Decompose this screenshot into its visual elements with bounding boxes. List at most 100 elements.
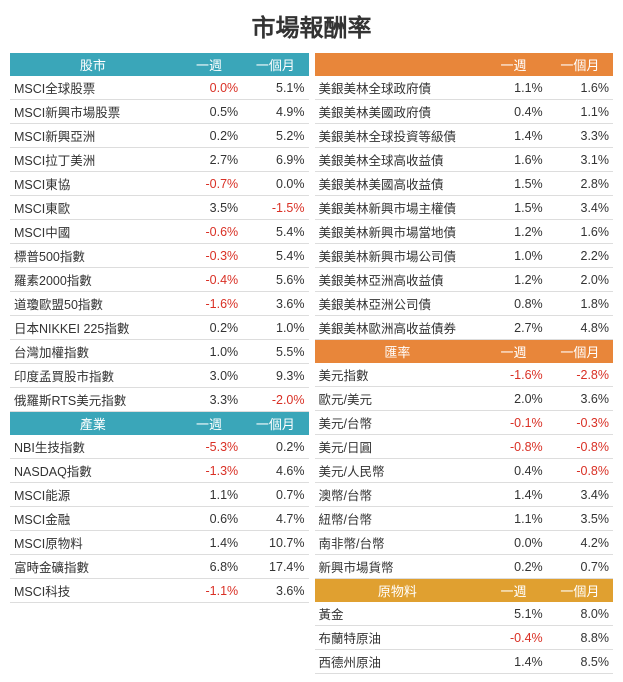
table-row: 美元/日圓 -0.8% -0.8% — [315, 435, 614, 459]
stocks-week-7: -0.3% — [176, 244, 242, 268]
fx-label-5: 澳幣/台幣 — [315, 483, 481, 507]
industry-week-1: -1.3% — [176, 459, 242, 483]
bonds-label-3: 美銀美林全球高收益債 — [315, 148, 481, 172]
table-row: 羅素2000指數 -0.4% 5.6% — [10, 268, 309, 292]
table-row: 黃金 5.1% 8.0% — [315, 602, 614, 626]
bonds-label-7: 美銀美林新興市場公司債 — [315, 244, 481, 268]
industry-week-2: 1.1% — [176, 483, 242, 507]
table-row: 印度孟買股市指數 3.0% 9.3% — [10, 364, 309, 388]
stocks-month-5: -1.5% — [242, 196, 308, 220]
industry-week-5: 6.8% — [176, 555, 242, 579]
table-row: 美銀美林歐洲高收益債券 2.7% 4.8% — [315, 316, 614, 340]
commod-label-2: 西德州原油 — [315, 650, 481, 674]
table-row: 美銀美林新興市場主權債 1.5% 3.4% — [315, 196, 614, 220]
bonds-month-6: 1.6% — [547, 220, 613, 244]
table-row: MSCI能源 1.1% 0.7% — [10, 483, 309, 507]
fx-week-6: 1.1% — [480, 507, 546, 531]
table-row: 南非幣/台幣 0.0% 4.2% — [315, 531, 614, 555]
bonds-week-0: 1.1% — [480, 76, 546, 100]
stocks-label-6: MSCI中國 — [10, 220, 176, 244]
bonds-week-2: 1.4% — [480, 124, 546, 148]
bonds-label-8: 美銀美林亞洲高收益債 — [315, 268, 481, 292]
stocks-label-0: MSCI全球股票 — [10, 76, 176, 100]
bonds-month-1: 1.1% — [547, 100, 613, 124]
commod-month-1: 8.8% — [547, 626, 613, 650]
section-header-bonds: 一週 一個月 — [315, 53, 614, 76]
bonds-week-7: 1.0% — [480, 244, 546, 268]
bonds-month-0: 1.6% — [547, 76, 613, 100]
stocks-week-9: -1.6% — [176, 292, 242, 316]
industry-month-5: 17.4% — [242, 555, 308, 579]
stocks-month-8: 5.6% — [242, 268, 308, 292]
industry-month-4: 10.7% — [242, 531, 308, 555]
bonds-month-7: 2.2% — [547, 244, 613, 268]
industry-month-0: 0.2% — [242, 435, 308, 459]
stocks-week-4: -0.7% — [176, 172, 242, 196]
table-row: 美元指數 -1.6% -2.8% — [315, 363, 614, 387]
table-row: 美銀美林全球政府債 1.1% 1.6% — [315, 76, 614, 100]
bonds-label-4: 美銀美林美國高收益債 — [315, 172, 481, 196]
table-row: MSCI新興市場股票 0.5% 4.9% — [10, 100, 309, 124]
section-name — [315, 53, 481, 76]
bonds-month-10: 4.8% — [547, 316, 613, 340]
bonds-week-9: 0.8% — [480, 292, 546, 316]
industry-label-0: NBI生技指數 — [10, 435, 176, 459]
stocks-label-3: MSCI拉丁美洲 — [10, 148, 176, 172]
table-row: MSCI全球股票 0.0% 5.1% — [10, 76, 309, 100]
commod-month-0: 8.0% — [547, 602, 613, 626]
col-week: 一週 — [480, 340, 546, 364]
bonds-label-9: 美銀美林亞洲公司債 — [315, 292, 481, 316]
stocks-month-12: 9.3% — [242, 364, 308, 388]
col-month: 一個月 — [242, 412, 308, 436]
industry-month-6: 3.6% — [242, 579, 308, 603]
bonds-week-3: 1.6% — [480, 148, 546, 172]
stocks-month-7: 5.4% — [242, 244, 308, 268]
stocks-label-10: 日本NIKKEI 225指數 — [10, 316, 176, 340]
stocks-week-13: 3.3% — [176, 388, 242, 412]
commod-week-2: 1.4% — [480, 650, 546, 674]
stocks-week-2: 0.2% — [176, 124, 242, 148]
table-row: 布蘭特原油 -0.4% 8.8% — [315, 626, 614, 650]
table-row: 美銀美林美國高收益債 1.5% 2.8% — [315, 172, 614, 196]
stocks-month-10: 1.0% — [242, 316, 308, 340]
bonds-month-8: 2.0% — [547, 268, 613, 292]
table-row: MSCI中國 -0.6% 5.4% — [10, 220, 309, 244]
bonds-week-6: 1.2% — [480, 220, 546, 244]
industry-month-2: 0.7% — [242, 483, 308, 507]
left-column: 股市 一週 一個月 MSCI全球股票 0.0% 5.1% MSCI新興市場股票 … — [10, 53, 309, 674]
col-month: 一個月 — [242, 53, 308, 76]
table-row: MSCI原物料 1.4% 10.7% — [10, 531, 309, 555]
section-name: 原物料 — [315, 579, 481, 603]
col-month: 一個月 — [547, 579, 613, 603]
bonds-label-10: 美銀美林歐洲高收益債券 — [315, 316, 481, 340]
industry-label-1: NASDAQ指數 — [10, 459, 176, 483]
table-row: 標普500指數 -0.3% 5.4% — [10, 244, 309, 268]
stocks-month-6: 5.4% — [242, 220, 308, 244]
commod-month-2: 8.5% — [547, 650, 613, 674]
table-row: NASDAQ指數 -1.3% 4.6% — [10, 459, 309, 483]
stocks-week-3: 2.7% — [176, 148, 242, 172]
stocks-label-12: 印度孟買股市指數 — [10, 364, 176, 388]
table-row: 美銀美林全球高收益債 1.6% 3.1% — [315, 148, 614, 172]
stocks-month-13: -2.0% — [242, 388, 308, 412]
tables-container: 股市 一週 一個月 MSCI全球股票 0.0% 5.1% MSCI新興市場股票 … — [10, 53, 613, 674]
stocks-label-4: MSCI東協 — [10, 172, 176, 196]
table-row: MSCI新興亞洲 0.2% 5.2% — [10, 124, 309, 148]
commod-label-1: 布蘭特原油 — [315, 626, 481, 650]
fx-month-3: -0.8% — [547, 435, 613, 459]
industry-week-0: -5.3% — [176, 435, 242, 459]
bonds-month-2: 3.3% — [547, 124, 613, 148]
fx-month-7: 4.2% — [547, 531, 613, 555]
stocks-label-5: MSCI東歐 — [10, 196, 176, 220]
page-title: 市場報酬率 — [10, 8, 613, 43]
section-name: 股市 — [10, 53, 176, 76]
fx-month-8: 0.7% — [547, 555, 613, 579]
table-row: MSCI科技 -1.1% 3.6% — [10, 579, 309, 603]
industry-label-5: 富時金礦指數 — [10, 555, 176, 579]
fx-month-5: 3.4% — [547, 483, 613, 507]
fx-week-2: -0.1% — [480, 411, 546, 435]
bonds-week-4: 1.5% — [480, 172, 546, 196]
fx-label-0: 美元指數 — [315, 363, 481, 387]
commod-label-0: 黃金 — [315, 602, 481, 626]
table-row: 新興市場貨幣 0.2% 0.7% — [315, 555, 614, 579]
